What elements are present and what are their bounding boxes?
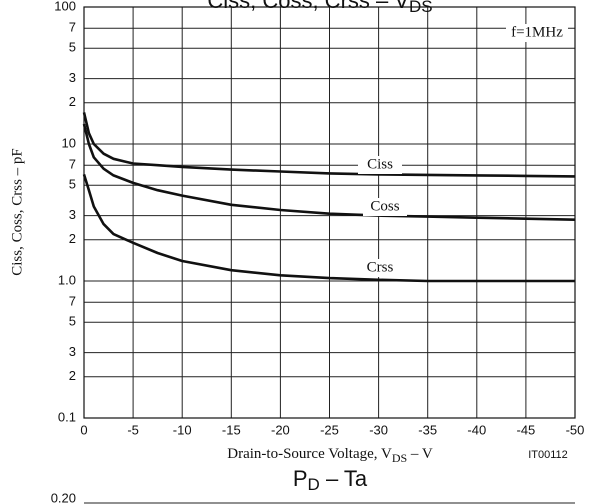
y-tick-label: 1.0 [58, 272, 76, 287]
y-tick-label: 7 [69, 157, 76, 172]
x-tick-label: -5 [127, 422, 139, 437]
curve [82, 174, 575, 283]
x-label-rest: – V [407, 446, 433, 462]
condition: f=1MHz [511, 24, 563, 40]
x-tick-label: -40 [467, 422, 486, 437]
title-sub: D [308, 475, 320, 494]
chart-title: PD – Ta [293, 466, 368, 495]
x-tick-label: -10 [173, 422, 192, 437]
y-tick-label: 100 [54, 0, 76, 13]
x-tick-label: -15 [222, 422, 241, 437]
y-tick-label: 0.20 [51, 490, 76, 504]
y-tick-label: 10 [62, 135, 76, 150]
y-tick-label: 3 [69, 344, 76, 359]
y-axis-label: Ciss, Coss, Crss – pF [9, 148, 25, 276]
title-rest: – Ta [320, 466, 368, 491]
curve [82, 112, 576, 178]
series-label: Ciss [367, 156, 393, 172]
title-sub: DS [409, 0, 433, 16]
x-tick-label: -50 [566, 422, 585, 437]
y-tick-label: 7 [69, 294, 76, 309]
curve [82, 123, 576, 221]
y-tick-label: 3 [69, 207, 76, 222]
title-text: P [293, 466, 308, 491]
label-bg [358, 156, 402, 174]
y-tick-label: 5 [69, 40, 76, 55]
x-tick-label: 0 [80, 422, 87, 437]
x-tick-label: -30 [369, 422, 388, 437]
label-bg [358, 259, 402, 277]
x-tick-label: -35 [418, 422, 437, 437]
y-tick-label: 5 [69, 314, 76, 329]
x-tick-label: -20 [271, 422, 290, 437]
plot-frame [83, 6, 576, 419]
y-tick-label: 2 [69, 368, 76, 383]
y-tick-label: 7 [69, 20, 76, 35]
y-tick-label: 2 [69, 94, 76, 109]
y-tick-label: 0.1 [58, 409, 76, 424]
figure-code: IT00112 [528, 449, 568, 461]
chart-title: Ciss, Coss, Crss – VDS [207, 0, 432, 16]
title-text: Ciss, Coss, Crss – V [207, 0, 409, 13]
y-tick-label: 3 [69, 70, 76, 85]
x-label-text: Drain-to-Source Voltage, V [227, 446, 392, 462]
x-tick-label: -25 [320, 422, 339, 437]
series-label: Coss [370, 198, 399, 214]
x-label-sub: DS [392, 451, 407, 465]
label-bg [363, 198, 407, 216]
label-bg [506, 24, 568, 42]
series-label: Crss [367, 259, 394, 275]
y-tick-label: 5 [69, 177, 76, 192]
x-axis-label: Drain-to-Source Voltage, VDS – V [227, 446, 433, 464]
y-tick-label: 2 [69, 231, 76, 246]
x-tick-label: -45 [517, 422, 536, 437]
